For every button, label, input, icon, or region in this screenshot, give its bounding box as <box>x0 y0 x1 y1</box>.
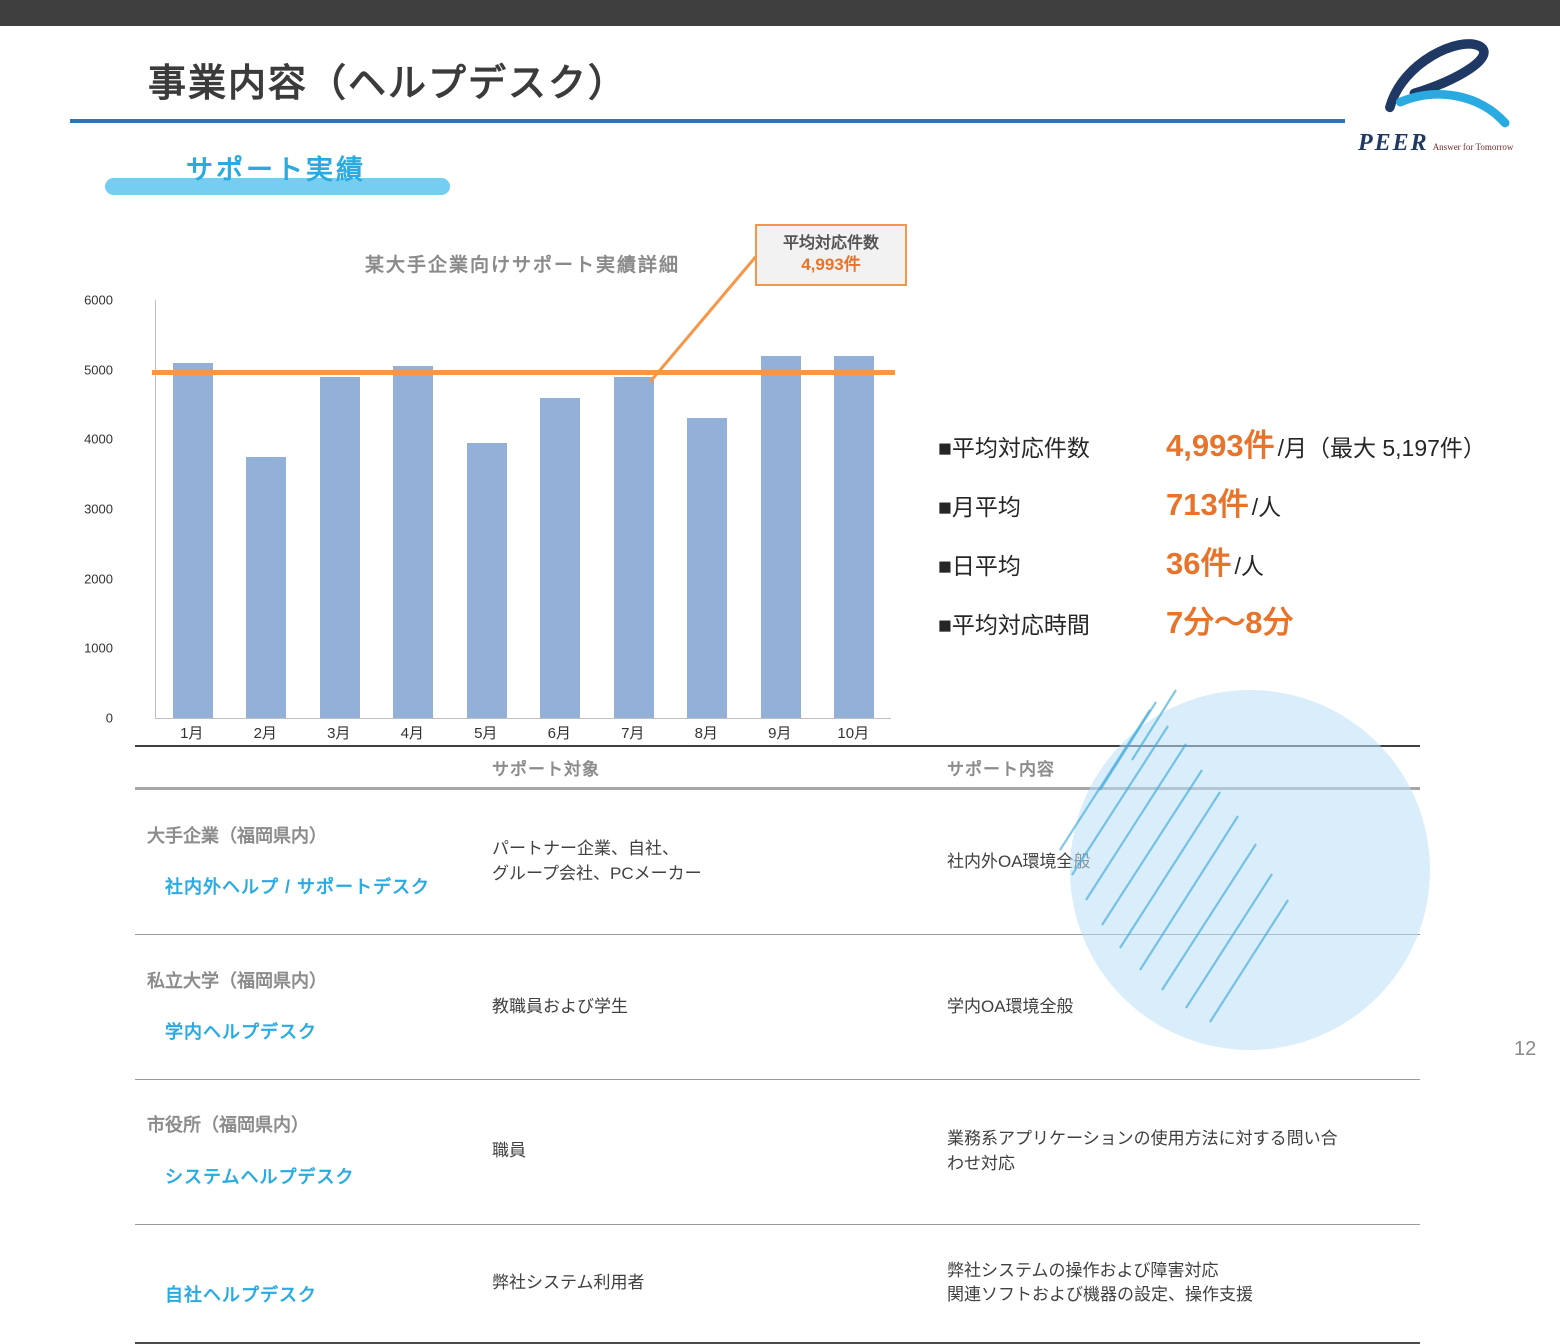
peer-logo: PEER Answer for Tomorrow <box>1352 34 1547 159</box>
org-name: 大手企業（福岡県内） <box>147 825 327 846</box>
support-results-chart: 某大手企業向けサポート実績詳細 6000 5000 4000 3000 2000 1000… <box>84 255 908 755</box>
chart-x-axis: 1月 2月 3月 4月 5月 6月 7月 8月 9月 10月 <box>155 722 890 746</box>
stat-value: 713件 <box>1166 487 1249 522</box>
stat-suffix: /人 <box>1234 553 1264 579</box>
target-cell: パートナー企業、自社、 グループ会社、PCメーカー <box>492 839 702 883</box>
content-cell: 社内外OA環境全般 <box>947 851 1091 871</box>
y-axis-tick-label: 5000 <box>84 362 113 378</box>
target-cell: 弊社システム利用者 <box>492 1272 645 1292</box>
bar-7月 <box>613 376 654 718</box>
table-row: 市役所（福岡県内） システムヘルプデスク 職員 業務系アプリケーションの使用方法… <box>135 1078 1420 1224</box>
service-name: 学内ヘルプデスク <box>165 1022 317 1043</box>
average-line <box>152 370 895 376</box>
bar-2月 <box>246 456 287 718</box>
stat-value: 36件 <box>1166 546 1232 581</box>
target-cell: 教職員および学生 <box>492 996 628 1016</box>
average-callout: 平均対応件数 4,993件 <box>755 224 907 286</box>
content-cell: 学内OA環境全般 <box>947 996 1074 1016</box>
y-axis-tick-label: 2000 <box>84 571 113 587</box>
x-axis-label: 4月 <box>400 725 424 742</box>
bar-10月 <box>834 355 875 718</box>
stat-row-average-time: ■平均対応時間 7分～8分 <box>938 597 1548 656</box>
x-axis-label: 7月 <box>621 725 645 742</box>
x-axis-label: 3月 <box>327 725 351 742</box>
bar-6月 <box>540 397 581 718</box>
stat-row-monthly-average: ■月平均 713件 /人 <box>938 479 1548 538</box>
service-name: 自社ヘルプデスク <box>165 1285 317 1306</box>
target-cell: 職員 <box>492 1141 526 1161</box>
bar-9月 <box>760 355 801 718</box>
stat-value: 4,993件 <box>1166 428 1275 463</box>
stat-suffix: /月（最大 5,197件） <box>1277 435 1486 461</box>
section-label: サポート実績 <box>186 155 366 185</box>
logo-tagline: Answer for Tomorrow <box>1432 142 1514 152</box>
y-axis-tick-label: 4000 <box>84 431 113 447</box>
callout-value: 4,993件 <box>801 255 861 275</box>
x-axis-label: 5月 <box>474 725 498 742</box>
stat-label: ■月平均 <box>938 494 1021 520</box>
y-axis-tick-label: 1000 <box>84 640 113 656</box>
stat-row-daily-average: ■日平均 36件 /人 <box>938 538 1548 597</box>
chart-plot-area <box>152 300 895 719</box>
table-header-row: サポート対象 サポート内容 <box>135 747 1420 790</box>
stat-value: 7分～8分 <box>1166 605 1294 640</box>
bar-1月 <box>172 362 213 718</box>
x-axis-label: 6月 <box>547 725 571 742</box>
stat-label: ■平均対応件数 <box>938 435 1090 461</box>
stat-label: ■平均対応時間 <box>938 612 1090 638</box>
top-bar <box>0 0 1560 26</box>
org-cell: 市役所（福岡県内） システムヘルプデスク <box>135 1080 480 1224</box>
org-cell: 大手企業（福岡県内） 社内外ヘルプ / サポートデスク <box>135 790 480 934</box>
bar-8月 <box>687 418 728 718</box>
x-axis-label: 8月 <box>694 725 718 742</box>
stat-row-average-cases: ■平均対応件数 4,993件 /月（最大 5,197件） <box>938 420 1548 479</box>
title-underline <box>70 119 1345 123</box>
content-cell: 弊社システムの操作および障害対応 関連ソフトおよび機器の設定、操作支援 <box>947 1260 1253 1305</box>
x-axis-label: 2月 <box>253 725 277 742</box>
chart-title: 某大手企業向けサポート実績詳細 <box>364 255 680 276</box>
logo-swoosh-icon <box>1385 39 1510 128</box>
page-number: 12 <box>1514 1038 1537 1060</box>
bar-5月 <box>466 442 507 718</box>
content-cell: 業務系アプリケーションの使用方法に対する問い合 わせ対応 <box>947 1129 1338 1173</box>
callout-label: 平均対応件数 <box>782 234 879 252</box>
logo-text: PEER Answer for Tomorrow <box>1358 130 1513 157</box>
service-name: システムヘルプデスク <box>165 1167 355 1188</box>
x-axis-label: 10月 <box>837 725 870 742</box>
y-axis-tick-label: 6000 <box>84 292 113 308</box>
org-name: 私立大学（福岡県内） <box>147 970 327 991</box>
y-axis-tick-label: 0 <box>105 710 113 726</box>
table-header-target: サポート対象 <box>492 759 600 779</box>
org-cell: 自社ヘルプデスク <box>135 1225 480 1342</box>
bar-4月 <box>393 366 434 718</box>
section-highlight-bar <box>105 178 450 195</box>
table-row: 私立大学（福岡県内） 学内ヘルプデスク 教職員および学生 学内OA環境全般 <box>135 933 1420 1079</box>
x-axis-label: 1月 <box>180 725 204 742</box>
logo-name: PEER <box>1358 130 1429 156</box>
table-header-content: サポート内容 <box>947 759 1055 779</box>
bar-3月 <box>319 376 360 718</box>
page-title: 事業内容（ヘルプデスク） <box>148 63 629 105</box>
stat-label: ■日平均 <box>938 553 1021 579</box>
stat-suffix: /人 <box>1251 494 1282 520</box>
chart-y-axis: 6000 5000 4000 3000 2000 1000 0 <box>79 293 113 726</box>
org-name: 市役所（福岡県内） <box>147 1115 309 1136</box>
y-axis-tick-label: 3000 <box>84 501 113 517</box>
x-axis-label: 9月 <box>768 725 792 742</box>
table-row: 自社ヘルプデスク 弊社システム利用者 弊社システムの操作および障害対応 関連ソフ… <box>135 1223 1420 1342</box>
table-body: 大手企業（福岡県内） 社内外ヘルプ / サポートデスク パートナー企業、自社、 … <box>135 790 1420 1342</box>
helpdesk-table: サポート対象 サポート内容 大手企業（福岡県内） 社内外ヘルプ / サポートデス… <box>135 745 1420 1344</box>
table-row: 大手企業（福岡県内） 社内外ヘルプ / サポートデスク パートナー企業、自社、 … <box>135 790 1420 934</box>
org-cell: 私立大学（福岡県内） 学内ヘルプデスク <box>135 935 480 1079</box>
service-name: 社内外ヘルプ / サポートデスク <box>165 877 431 898</box>
kpi-stats: ■平均対応件数 4,993件 /月（最大 5,197件） ■月平均 713件 /… <box>938 420 1548 656</box>
